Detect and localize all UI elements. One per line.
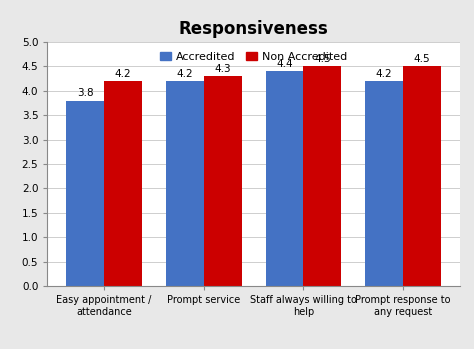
Text: 3.8: 3.8 [77, 88, 93, 98]
Bar [303, 66, 341, 286]
Text: 4.5: 4.5 [314, 54, 331, 64]
Bar [365, 81, 403, 286]
Text: 4.2: 4.2 [115, 68, 131, 79]
Legend: Accredited, Non Accredited: Accredited, Non Accredited [155, 47, 352, 66]
Bar [166, 81, 204, 286]
Bar [204, 76, 242, 286]
Text: 4.2: 4.2 [376, 68, 392, 79]
Text: 4.5: 4.5 [414, 54, 430, 64]
Title: Responsiveness: Responsiveness [179, 20, 328, 38]
Bar [66, 101, 104, 286]
Text: 4.4: 4.4 [276, 59, 293, 69]
Bar [104, 81, 142, 286]
Text: 4.2: 4.2 [176, 68, 193, 79]
Bar [265, 71, 303, 286]
Bar [403, 66, 441, 286]
Text: 4.3: 4.3 [214, 64, 231, 74]
